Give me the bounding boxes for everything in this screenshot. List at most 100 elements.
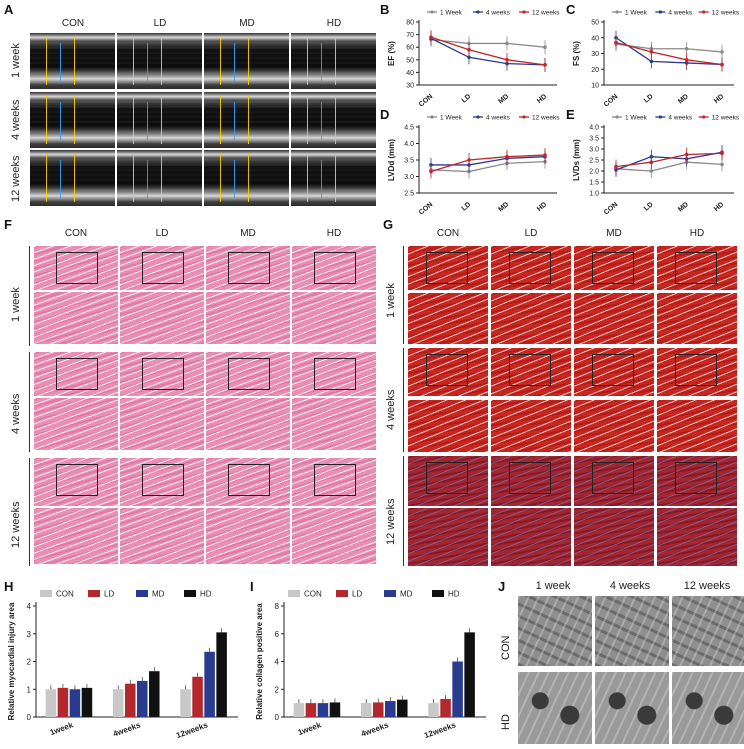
echo-image (291, 150, 376, 206)
masson-image (491, 456, 571, 506)
x-tick-label: 4weeks (360, 720, 390, 738)
he-image (120, 458, 204, 506)
x-tick-label: CON (418, 93, 434, 107)
masson-col-label: CON (436, 228, 460, 239)
he-image (34, 246, 118, 290)
zoom-box (314, 464, 356, 496)
he-col-label: CON (64, 228, 88, 239)
x-tick-label: CON (418, 201, 434, 215)
legend-label: 1 Week (440, 115, 463, 122)
panel-label-j: J (498, 579, 506, 594)
legend-swatch (384, 590, 396, 597)
legend-label: LD (104, 590, 114, 599)
legend-marker (615, 115, 619, 119)
legend-label: 12 weeks (532, 10, 560, 17)
bar (81, 687, 93, 717)
x-tick-label: 1week (297, 720, 323, 737)
y-tick-label: 3.0 (589, 147, 599, 154)
echo-row-label: 4 weeks (10, 99, 22, 140)
zoom-box (56, 252, 98, 284)
x-tick-label: 12weeks (175, 720, 210, 740)
zoom-box (675, 354, 717, 386)
he-image (206, 398, 290, 450)
legend-label: HD (448, 590, 460, 599)
he-image (34, 508, 118, 564)
y-tick-label: 3 (27, 630, 32, 639)
data-point (720, 162, 724, 167)
echo-image (117, 92, 202, 148)
legend-label: 4 weeks (486, 10, 511, 17)
tem-col-label: 12 weeks (683, 580, 731, 592)
y-tick-label: 2 (27, 658, 32, 667)
x-tick-label: CON (603, 201, 619, 215)
legend-swatch (184, 590, 196, 597)
y-axis-label: Relative myocardial injury area (7, 602, 16, 720)
legend-swatch (288, 590, 300, 597)
zoom-box (426, 252, 468, 284)
masson-image (657, 508, 737, 566)
zoom-box (142, 252, 184, 284)
legend-marker (430, 10, 434, 14)
y-tick-label: 4 (27, 602, 32, 611)
y-axis-label: EF (%) (387, 41, 396, 66)
x-tick-label: LD (461, 201, 473, 212)
he-image (292, 398, 376, 450)
bar (428, 703, 439, 717)
y-tick-label: 4.5 (404, 125, 414, 132)
data-point (684, 152, 689, 157)
series-line (430, 38, 546, 48)
zoom-box (592, 354, 634, 386)
masson-image (574, 293, 654, 344)
echo-image (30, 150, 115, 206)
y-tick-label: 3.0 (404, 174, 414, 181)
masson-image (657, 293, 737, 344)
y-tick-label: 1 (27, 685, 32, 694)
tem-image (672, 596, 744, 666)
zoom-box (509, 462, 551, 494)
zoom-box (56, 464, 98, 496)
collagen-bar-chart: 0 2 4 6 8 Relative collagen positive area 1wee… (255, 590, 486, 740)
series-line (615, 41, 723, 66)
legend-swatch (432, 590, 444, 597)
masson-image (657, 456, 737, 506)
legend-marker (430, 115, 434, 119)
legend-label: LD (352, 590, 362, 599)
panel-label-c: C (566, 2, 576, 17)
x-tick-label: LD (461, 93, 473, 104)
legend-marker (658, 10, 662, 14)
he-image (206, 246, 290, 290)
y-tick-label: 2 (275, 685, 280, 694)
he-image (120, 508, 204, 564)
tem-col-label: 4 weeks (609, 580, 651, 592)
data-point (505, 154, 509, 159)
y-axis-label: LVDs (mm) (572, 139, 581, 181)
he-col-label: HD (326, 228, 342, 239)
tem-image (672, 672, 744, 744)
masson-col-label: HD (689, 228, 705, 239)
legend-marker (476, 10, 480, 14)
he-image (292, 246, 376, 290)
tem-row-label: HD (500, 714, 512, 730)
masson-image (657, 400, 737, 452)
x-tick-label: MD (677, 201, 690, 213)
data-point (543, 45, 547, 49)
legend-label: 12 weeks (712, 115, 740, 122)
bar (192, 676, 203, 717)
panel-label-g: G (383, 217, 394, 232)
echo-image (117, 33, 202, 89)
data-point (505, 58, 509, 62)
echo-image (204, 150, 289, 206)
bar (124, 683, 136, 717)
bar (305, 703, 317, 717)
echo-row-label: 1 week (10, 43, 22, 78)
echo-image (30, 33, 115, 89)
series-line (615, 161, 723, 172)
legend-marker (702, 115, 706, 119)
legend-marker (522, 10, 526, 14)
y-tick-label: 0 (275, 713, 280, 722)
series-line (430, 37, 546, 66)
masson-image (408, 293, 488, 344)
he-image (292, 352, 376, 396)
he-col-label: MD (240, 228, 256, 239)
legend-label: 1 Week (440, 10, 463, 17)
